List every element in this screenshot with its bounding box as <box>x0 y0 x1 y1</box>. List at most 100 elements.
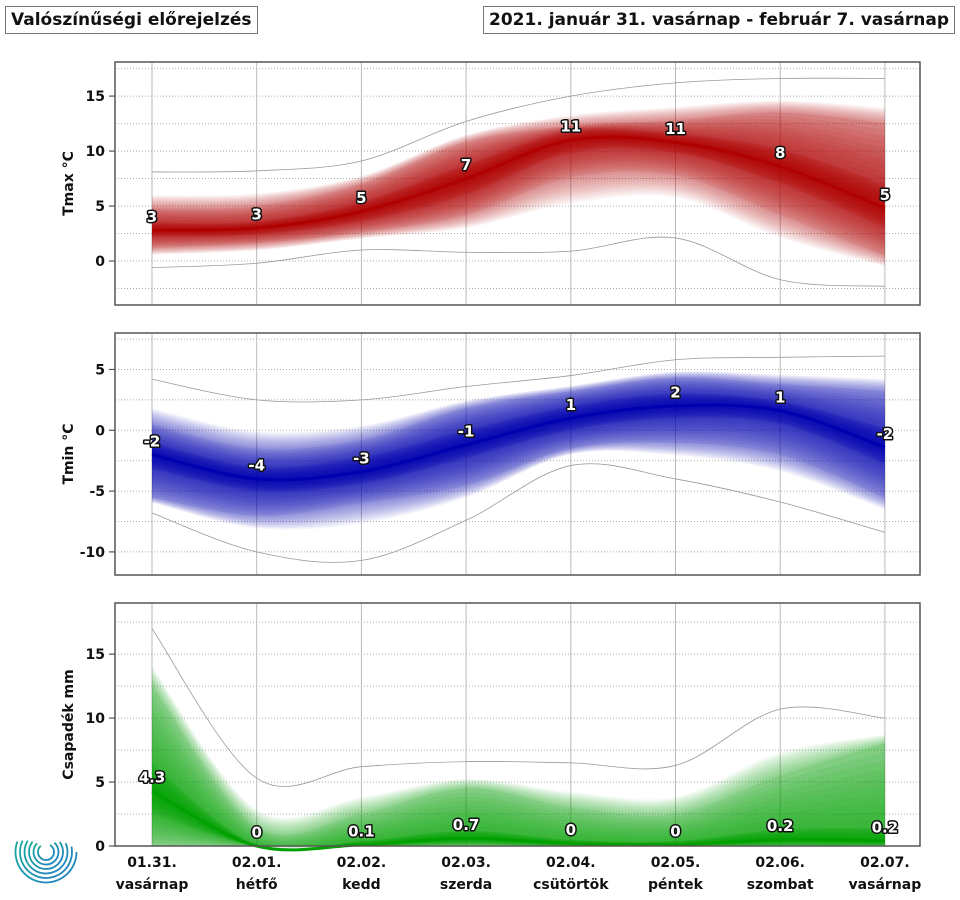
probability-band <box>152 739 885 848</box>
probability-band <box>152 665 885 846</box>
probability-band <box>152 104 885 264</box>
probability-band <box>152 377 885 517</box>
probability-band <box>152 127 885 241</box>
y-tick-label: -10 <box>80 545 106 561</box>
logo-arc <box>32 842 60 866</box>
probability-band <box>152 399 885 486</box>
plot-frame <box>114 61 921 306</box>
y-tick-label: 15 <box>86 647 105 663</box>
value-label: 2 <box>670 384 680 402</box>
panel-tmin: -10 -5 0 5 Tmin °C -2 -4 -3 -1 1 2 1 -2 <box>61 332 921 576</box>
y-tick-label: 5 <box>95 199 105 215</box>
plot-area <box>115 333 920 575</box>
probability-band <box>152 388 885 499</box>
probability-band <box>152 105 885 262</box>
logo-arc <box>28 840 64 870</box>
x-day-label: vasárnap <box>116 877 189 893</box>
probability-band <box>152 373 885 524</box>
y-tick-label: 5 <box>95 775 105 791</box>
x-date-label: 02.03. <box>441 855 491 871</box>
y-axis-label: Tmax °C <box>61 151 77 216</box>
probability-band <box>152 686 885 846</box>
y-tick-label: 0 <box>95 423 105 439</box>
y-axis-label: Csapadék mm <box>61 669 77 779</box>
probability-band <box>152 101 885 266</box>
min-envelope-line <box>151 463 886 563</box>
probability-band <box>152 100 885 267</box>
x-date-label: 02.02. <box>337 855 387 871</box>
min-envelope-line <box>151 236 885 287</box>
probability-band <box>152 377 885 516</box>
probability-band <box>152 765 885 851</box>
value-label: 3 <box>147 208 157 226</box>
probability-band <box>152 397 885 488</box>
probability-band <box>152 768 885 851</box>
probability-band <box>152 380 885 511</box>
panel-tmax: 0 5 10 15 Tmax °C 3 3 5 7 11 11 8 5 <box>61 61 921 306</box>
x-date-label: 02.04. <box>546 855 596 871</box>
x-date-label: 02.05. <box>651 855 701 871</box>
probability-band <box>152 133 885 234</box>
y-tick-label: -5 <box>89 484 105 500</box>
x-date-label: 02.06. <box>755 855 805 871</box>
x-day-label: csütörtök <box>533 877 609 893</box>
forecast-period: 2021. január 31. vasárnap - február 7. v… <box>483 6 955 34</box>
plot-area <box>115 62 920 305</box>
probability-band <box>152 374 885 523</box>
x-day-label: szombat <box>747 877 814 893</box>
x-day-label: péntek <box>648 877 704 893</box>
median-line <box>151 135 886 232</box>
probability-band <box>152 377 885 516</box>
probability-band <box>152 371 885 529</box>
value-label: 1 <box>566 396 576 414</box>
probability-band <box>152 392 885 495</box>
y-tick-label: 15 <box>86 89 105 105</box>
value-label: 5 <box>880 186 890 204</box>
probability-band <box>152 401 885 485</box>
probability-band <box>152 103 885 265</box>
median-line <box>151 789 885 852</box>
chart-title: Valószínűségi előrejelzés <box>5 6 258 34</box>
y-tick-label: 5 <box>95 362 105 378</box>
probability-band <box>152 134 885 233</box>
value-label: -3 <box>353 449 370 467</box>
probability-band <box>152 373 885 526</box>
probability-band <box>152 128 885 238</box>
probability-band <box>152 379 885 514</box>
value-label: 3 <box>251 206 261 224</box>
probability-band <box>152 127 885 240</box>
probability-band <box>152 670 885 846</box>
value-label: 0 <box>566 821 576 839</box>
x-day-label: kedd <box>342 877 380 893</box>
probability-band <box>152 375 885 520</box>
x-day-label: szerda <box>440 877 492 893</box>
value-label: 0.2 <box>767 817 794 835</box>
value-label: 11 <box>665 120 686 138</box>
logo-arc <box>19 840 73 879</box>
probability-band <box>152 678 885 846</box>
y-tick-label: 0 <box>95 839 105 855</box>
value-label: 0 <box>670 822 680 840</box>
value-label: 4.3 <box>139 769 166 787</box>
probability-band <box>152 372 885 527</box>
x-date-label: 02.07. <box>860 855 910 871</box>
probability-band <box>152 129 885 237</box>
probability-band <box>152 125 885 243</box>
probability-band <box>152 676 885 846</box>
probability-band <box>152 684 885 846</box>
value-label: 8 <box>775 144 785 162</box>
value-label: -4 <box>248 457 265 475</box>
probability-band <box>152 732 885 848</box>
value-label: -2 <box>144 432 161 450</box>
y-tick-label: 0 <box>95 254 105 270</box>
x-day-label: vasárnap <box>849 877 922 893</box>
probability-band <box>152 128 885 237</box>
probability-band <box>152 124 885 245</box>
probability-band <box>152 686 885 846</box>
x-day-label: hétfő <box>236 877 278 893</box>
value-label: 11 <box>560 118 581 136</box>
logo-arc <box>14 841 78 884</box>
probability-band <box>152 387 885 502</box>
value-label: 0 <box>251 824 261 842</box>
